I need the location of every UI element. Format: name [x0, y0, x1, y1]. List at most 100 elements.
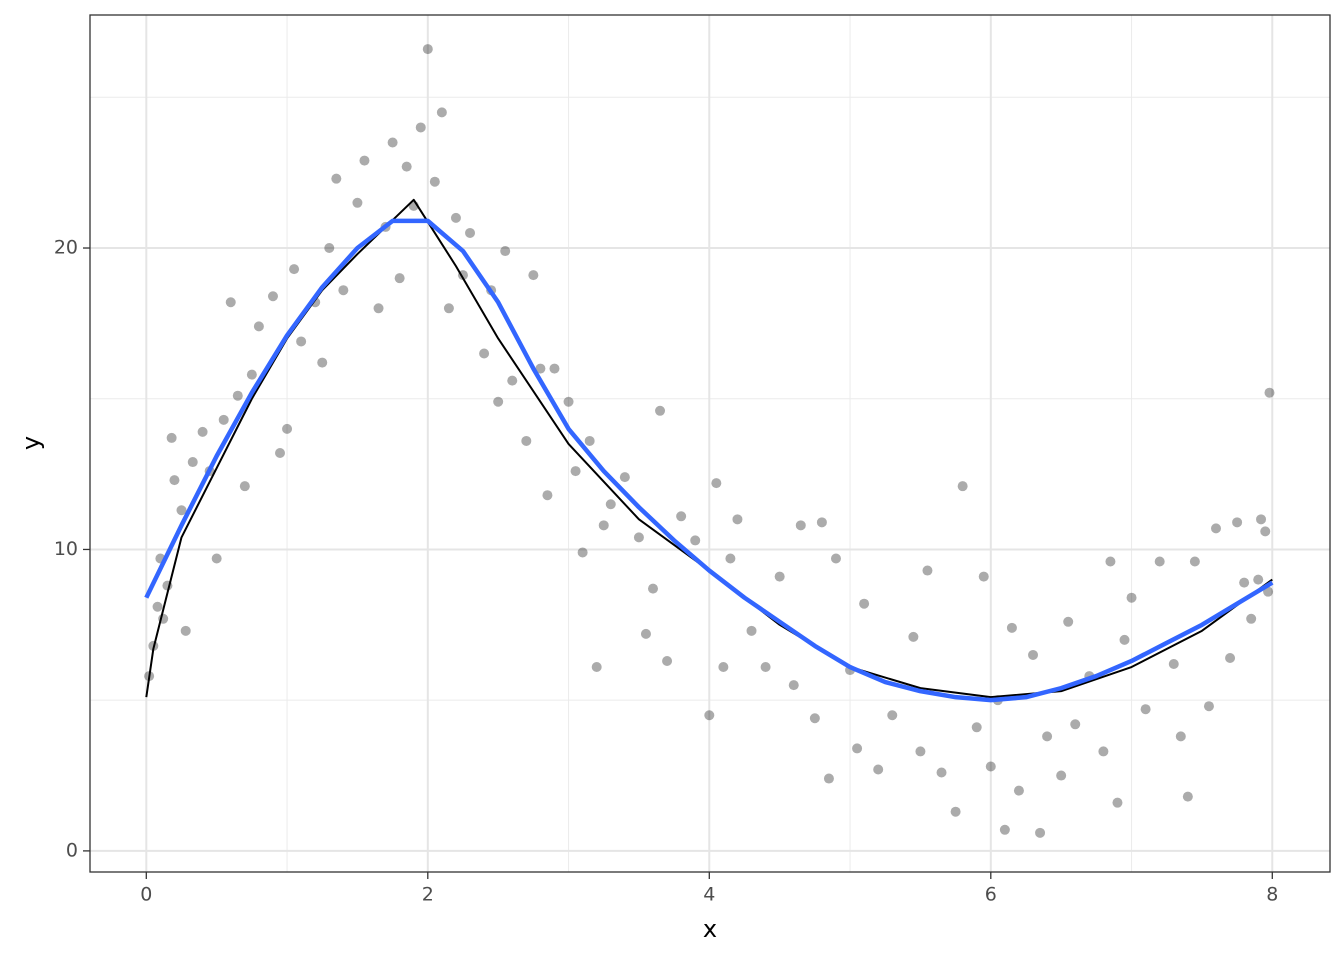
point	[1239, 577, 1250, 588]
point	[218, 414, 229, 425]
point	[978, 571, 989, 582]
point	[676, 511, 687, 522]
point	[549, 363, 560, 374]
point	[640, 628, 651, 639]
point	[760, 662, 771, 673]
point	[443, 303, 454, 314]
point	[166, 432, 177, 443]
point	[1253, 574, 1264, 585]
point	[711, 478, 722, 489]
point	[465, 227, 476, 238]
point	[1154, 556, 1165, 567]
point	[1070, 719, 1081, 730]
point	[267, 291, 278, 302]
point	[774, 571, 785, 582]
point	[887, 710, 898, 721]
point	[296, 336, 307, 347]
point	[922, 565, 933, 576]
point	[908, 631, 919, 642]
point	[1246, 613, 1257, 624]
point	[1035, 827, 1046, 838]
point	[971, 722, 982, 733]
point	[725, 553, 736, 564]
point	[1042, 731, 1053, 742]
point	[1232, 517, 1243, 528]
point	[1056, 770, 1067, 781]
point	[352, 197, 363, 208]
x-tick-label: 0	[140, 884, 152, 906]
point	[690, 535, 701, 546]
point	[436, 107, 447, 118]
point	[704, 710, 715, 721]
point	[577, 547, 588, 558]
point	[535, 363, 546, 374]
point	[936, 767, 947, 778]
curve	[145, 198, 1273, 699]
point	[746, 625, 757, 636]
point	[415, 122, 426, 133]
point	[1013, 785, 1024, 796]
point	[211, 553, 222, 564]
point	[401, 161, 412, 172]
point	[338, 285, 349, 296]
point	[324, 243, 335, 254]
point	[823, 773, 834, 784]
point	[282, 423, 293, 434]
y-axis-title: y	[17, 436, 45, 450]
point	[605, 499, 616, 510]
x-axis-title: x	[703, 915, 717, 943]
point	[500, 246, 511, 257]
point	[1119, 634, 1130, 645]
point	[1006, 622, 1017, 633]
point	[619, 472, 630, 483]
point	[187, 457, 198, 468]
point	[225, 297, 236, 308]
point	[1028, 649, 1039, 660]
panel-border	[89, 14, 1331, 873]
point	[633, 532, 644, 543]
marks	[144, 44, 1275, 838]
axes: 0 2 4 6 8 0 10 20	[54, 237, 1279, 906]
point	[373, 303, 384, 314]
x-tick-label: 4	[703, 884, 715, 906]
point	[859, 598, 870, 609]
point	[176, 505, 187, 516]
point	[830, 553, 841, 564]
point	[197, 426, 208, 437]
point	[152, 601, 163, 612]
point	[1175, 731, 1186, 742]
point	[180, 625, 191, 636]
point	[1126, 592, 1137, 603]
point	[507, 375, 518, 386]
point	[1182, 791, 1193, 802]
point	[852, 743, 863, 754]
point	[809, 713, 820, 724]
point	[1098, 746, 1109, 757]
point	[169, 475, 180, 486]
point	[647, 583, 658, 594]
point	[521, 435, 532, 446]
y-tick-label: 10	[54, 538, 78, 560]
point	[1225, 652, 1236, 663]
point	[387, 137, 398, 148]
point	[394, 273, 405, 284]
point	[1168, 659, 1179, 670]
point	[317, 357, 328, 368]
point	[718, 662, 729, 673]
point	[1140, 704, 1151, 715]
point	[479, 348, 490, 359]
point	[253, 321, 264, 332]
point	[1189, 556, 1200, 567]
point	[246, 369, 257, 380]
point	[331, 173, 342, 184]
point	[915, 746, 926, 757]
x-tick-label: 8	[1266, 884, 1278, 906]
point	[239, 481, 250, 492]
point	[289, 264, 300, 275]
x-tick-label: 6	[985, 884, 997, 906]
curve	[144, 218, 1274, 703]
point	[816, 517, 827, 528]
